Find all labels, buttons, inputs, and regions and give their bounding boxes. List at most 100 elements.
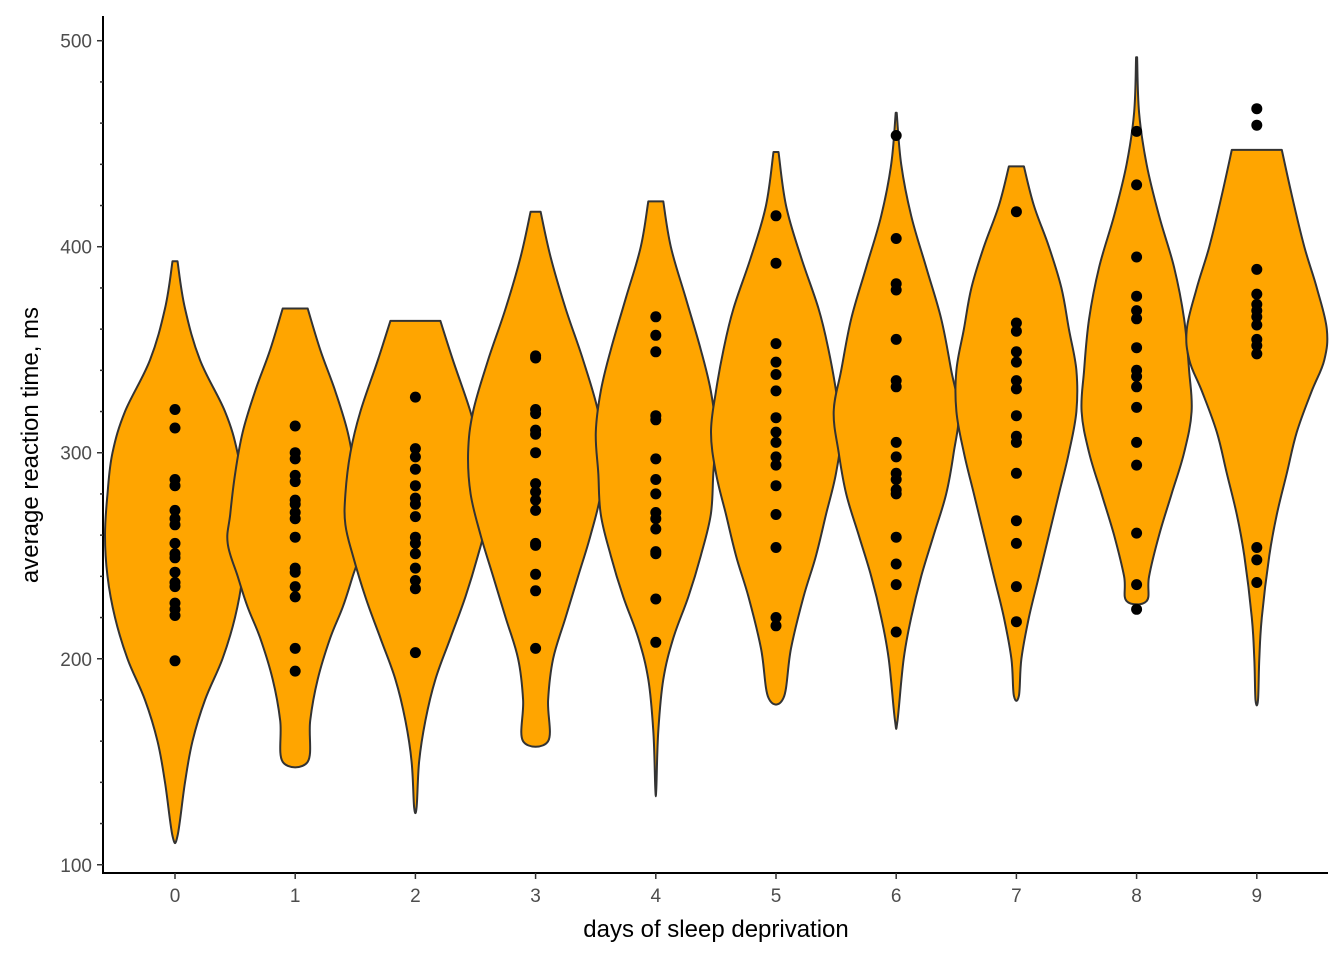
data-point [169,519,181,531]
x-tick-label: 6 [891,886,902,907]
x-tick-label: 0 [170,886,181,907]
data-point [409,583,421,595]
data-point [1010,537,1022,549]
x-tick-label: 5 [771,886,782,907]
data-point [1251,577,1263,588]
violin-day-8 [1080,56,1193,606]
x-tick-label: 1 [290,886,301,907]
x-tick-label: 3 [530,886,541,907]
data-point [409,548,421,560]
data-point [409,498,421,510]
y-axis-title: average reaction time, ms [17,307,44,583]
data-point [1131,125,1143,137]
data-point [1251,319,1263,331]
data-point [169,422,181,434]
x-tick-label: 9 [1252,886,1263,907]
data-point [890,579,902,591]
data-point [530,585,542,597]
data-point [890,558,902,570]
data-point [650,548,662,560]
data-point [650,453,662,465]
data-point [169,480,181,492]
data-point [409,511,421,523]
data-point [770,426,782,438]
data-point [1251,311,1263,323]
data-point [1010,346,1022,358]
data-point [409,463,421,475]
data-point [890,333,902,345]
data-point [1131,459,1143,471]
data-point [1010,356,1022,368]
data-point [169,581,181,593]
x-tick-label: 8 [1131,886,1142,907]
violin-day-6 [832,111,960,730]
data-point [289,591,301,603]
data-point [650,414,662,426]
data-point [1010,383,1022,395]
data-point [890,474,902,485]
data-point [650,329,662,341]
y-tick-label: 300 [60,444,92,465]
data-point [1131,290,1143,302]
data-point [1251,119,1263,131]
data-point [1131,313,1143,325]
data-point [890,233,902,244]
data-point [530,352,542,364]
data-point [770,542,782,553]
data-point [1131,579,1143,591]
data-point [289,476,301,488]
point-layer [169,103,1263,677]
data-point [530,568,542,580]
violin-layer [104,56,1329,845]
data-point [1131,436,1143,448]
data-point [289,665,301,677]
data-point [890,436,902,448]
data-point [1010,317,1022,329]
data-point [1010,581,1022,593]
x-axis: 0 1 2 3 4 5 6 7 8 9 [102,872,1328,907]
data-point [650,346,662,358]
data-point [530,494,542,506]
data-point [770,620,782,632]
data-point [409,443,421,455]
data-point [1010,325,1022,337]
data-point [770,210,782,222]
data-point [1010,375,1022,387]
data-point [409,537,421,549]
data-point [650,311,662,323]
data-point [770,451,782,463]
data-point [1251,348,1263,360]
data-point [1131,179,1143,191]
data-point [770,385,782,397]
y-tick-label: 500 [60,32,92,53]
data-point [409,575,421,586]
x-axis-title: days of sleep deprivation [583,916,849,943]
data-point [1010,467,1022,479]
data-point [169,504,181,516]
data-point [1131,251,1143,263]
data-point [169,404,181,415]
data-point [530,447,542,459]
data-point [650,474,662,485]
x-tick-label: 7 [1011,886,1022,907]
data-point [1251,103,1263,115]
data-point [1131,401,1143,413]
data-point [289,566,301,578]
data-point [530,486,542,498]
data-point [530,504,542,516]
violin-day-9 [1185,148,1329,707]
data-point [289,498,301,510]
data-point [770,369,782,380]
data-point [770,459,782,471]
data-point [650,523,662,535]
y-axis: 100 200 300 400 500 [60,16,104,877]
data-point [289,453,301,465]
data-point [770,257,782,269]
x-tick-label: 2 [410,886,421,907]
data-point [890,284,902,296]
data-point [1010,515,1022,527]
data-point [890,626,902,638]
y-tick-label: 400 [60,238,92,259]
data-point [1010,206,1022,218]
